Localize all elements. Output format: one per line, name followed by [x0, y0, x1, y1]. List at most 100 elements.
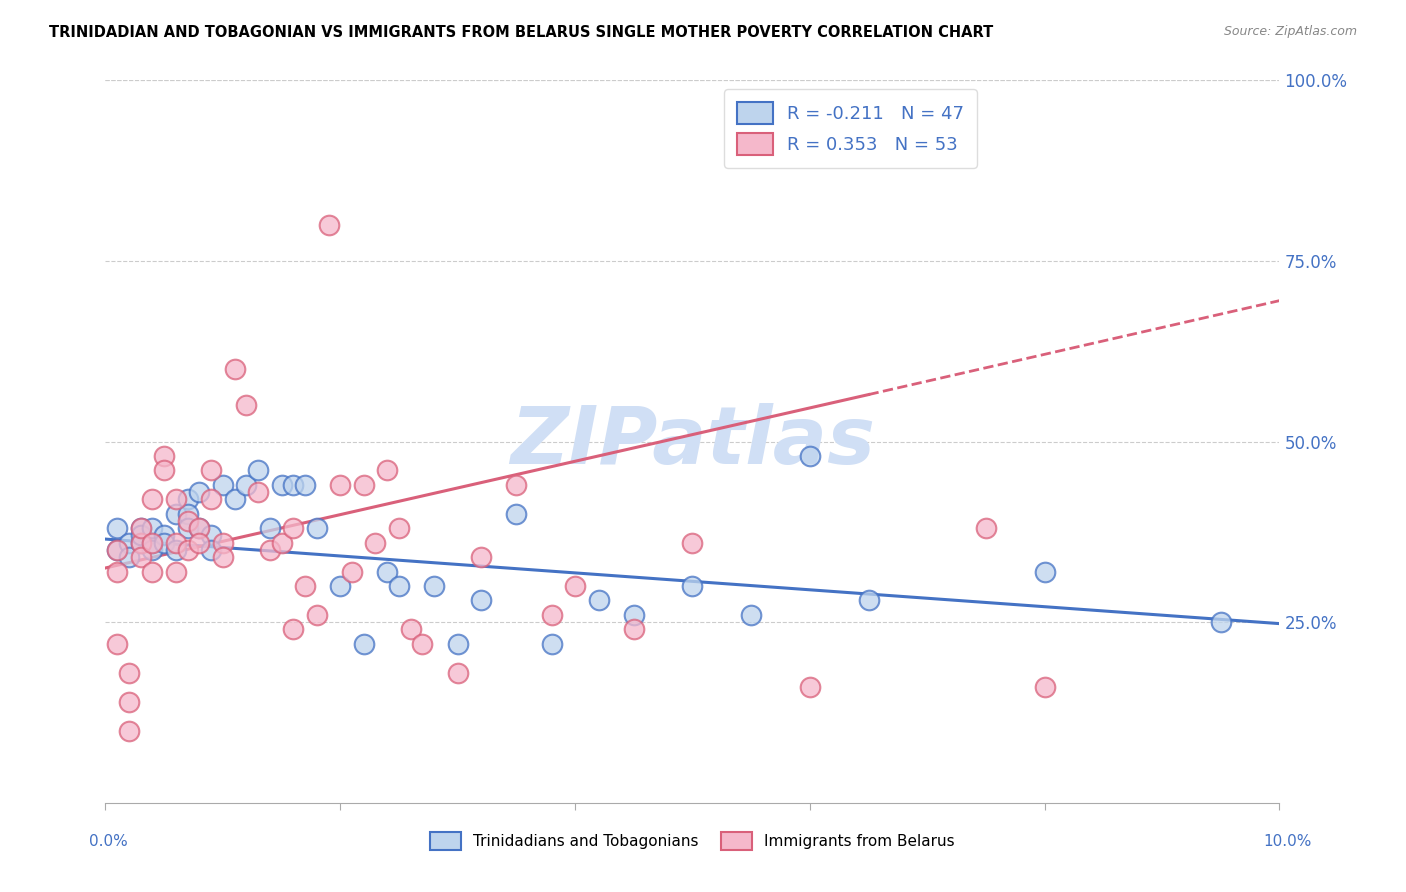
Point [188, 485, 211, 500]
Point [329, 478, 352, 492]
Point [540, 607, 562, 622]
Point [682, 535, 704, 549]
Point [399, 623, 422, 637]
Point [153, 449, 176, 463]
Text: 10.0%: 10.0% [1264, 834, 1312, 849]
Point [188, 521, 211, 535]
Point [153, 463, 176, 477]
Point [129, 521, 152, 535]
Point [858, 593, 880, 607]
Point [505, 507, 527, 521]
Point [623, 607, 645, 622]
Point [353, 637, 375, 651]
Point [118, 723, 141, 738]
Point [141, 521, 163, 535]
Point [188, 521, 211, 535]
Point [283, 623, 305, 637]
Point [318, 218, 340, 232]
Point [340, 565, 363, 579]
Point [105, 542, 128, 557]
Point [176, 492, 198, 507]
Point [235, 478, 257, 492]
Point [799, 449, 821, 463]
Point [141, 535, 163, 549]
Point [1209, 615, 1232, 630]
Point [305, 521, 328, 535]
Point [423, 579, 446, 593]
Point [188, 535, 211, 549]
Point [129, 535, 152, 549]
Point [564, 579, 586, 593]
Point [283, 478, 305, 492]
Text: 0.0%: 0.0% [89, 834, 128, 849]
Text: ZIPatlas: ZIPatlas [510, 402, 875, 481]
Point [105, 637, 128, 651]
Point [259, 542, 281, 557]
Point [129, 535, 152, 549]
Point [118, 665, 141, 680]
Point [200, 463, 222, 477]
Point [505, 478, 527, 492]
Point [305, 607, 328, 622]
Point [211, 550, 233, 565]
Point [200, 528, 222, 542]
Text: Source: ZipAtlas.com: Source: ZipAtlas.com [1223, 25, 1357, 38]
Point [375, 463, 398, 477]
Point [388, 579, 411, 593]
Point [259, 521, 281, 535]
Point [105, 565, 128, 579]
Point [224, 492, 246, 507]
Point [200, 542, 222, 557]
Point [247, 485, 270, 500]
Point [211, 478, 233, 492]
Point [1033, 565, 1056, 579]
Point [105, 542, 128, 557]
Legend: Trinidadians and Tobagonians, Immigrants from Belarus: Trinidadians and Tobagonians, Immigrants… [425, 826, 960, 856]
Point [153, 535, 176, 549]
Point [105, 521, 128, 535]
Point [283, 521, 305, 535]
Point [118, 695, 141, 709]
Point [165, 542, 187, 557]
Point [294, 478, 316, 492]
Point [153, 528, 176, 542]
Point [224, 362, 246, 376]
Point [740, 607, 762, 622]
Point [799, 680, 821, 694]
Point [270, 478, 292, 492]
Point [247, 463, 270, 477]
Point [141, 535, 163, 549]
Point [623, 623, 645, 637]
Point [200, 492, 222, 507]
Point [329, 579, 352, 593]
Point [141, 565, 163, 579]
Point [388, 521, 411, 535]
Point [165, 565, 187, 579]
Point [353, 478, 375, 492]
Point [411, 637, 433, 651]
Point [447, 637, 470, 651]
Point [211, 535, 233, 549]
Point [129, 521, 152, 535]
Point [165, 492, 187, 507]
Point [118, 550, 141, 565]
Point [294, 579, 316, 593]
Point [588, 593, 610, 607]
Point [682, 579, 704, 593]
Point [375, 565, 398, 579]
Point [470, 550, 492, 565]
Point [447, 665, 470, 680]
Point [165, 535, 187, 549]
Point [1033, 680, 1056, 694]
Point [235, 398, 257, 412]
Text: TRINIDADIAN AND TOBAGONIAN VS IMMIGRANTS FROM BELARUS SINGLE MOTHER POVERTY CORR: TRINIDADIAN AND TOBAGONIAN VS IMMIGRANTS… [49, 25, 994, 40]
Point [540, 637, 562, 651]
Point [270, 535, 292, 549]
Point [176, 521, 198, 535]
Point [141, 542, 163, 557]
Point [470, 593, 492, 607]
Point [974, 521, 997, 535]
Point [141, 492, 163, 507]
Point [118, 535, 141, 549]
Point [165, 507, 187, 521]
